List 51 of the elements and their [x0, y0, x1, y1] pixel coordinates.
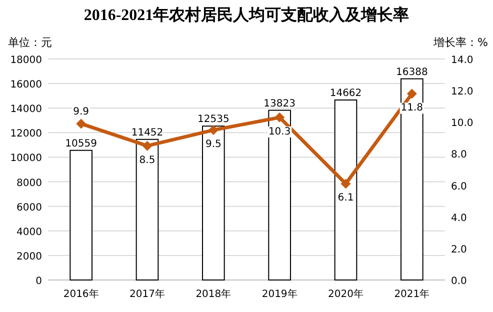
y-tick-label: 16000	[10, 80, 42, 91]
y2-tick-label: 2.0	[451, 244, 467, 256]
y-tick-label: 12000	[10, 128, 42, 140]
x-tick-label: 2017年	[130, 288, 165, 300]
y-tick-label: 8000	[16, 178, 42, 189]
data-label: 6.1	[338, 192, 354, 204]
y2-tick-label: 0.0	[451, 276, 467, 287]
bar	[400, 78, 424, 280]
y-tick-label: 2000	[16, 251, 42, 262]
y-tick-label: 6000	[16, 202, 42, 214]
y2-tick-label: 6.0	[451, 181, 467, 192]
bar	[268, 110, 291, 280]
x-tick-label: 2018年	[196, 288, 232, 300]
y-tick-label: 10000	[10, 153, 42, 164]
data-label: 10.3	[268, 126, 291, 138]
y2-tick-label: 4.0	[451, 212, 467, 224]
data-label: 9.9	[73, 106, 90, 118]
y2-tick-label: 10.0	[451, 118, 474, 130]
chart-title: 2016-2021年农村居民人均可支配收入及增长率	[84, 5, 410, 24]
x-tick-label: 2016年	[63, 288, 99, 300]
data-label: 11.8	[400, 102, 424, 114]
y2-axis-title: 增长率：%	[432, 36, 488, 49]
x-tick-label: 2020年	[328, 288, 364, 300]
data-label: 12535	[198, 114, 230, 126]
y2-tick-label: 12.0	[451, 86, 474, 98]
bar	[334, 99, 358, 280]
y2-tick-label: 14.0	[451, 55, 474, 66]
x-tick-label: 2019年	[262, 288, 298, 300]
data-label: 9.5	[205, 139, 222, 150]
data-label: 13823	[264, 98, 296, 110]
y-axis-title: 单位：元	[8, 36, 52, 49]
point	[76, 118, 86, 129]
point	[208, 125, 218, 136]
point	[274, 112, 285, 122]
y-tick-label: 18000	[10, 55, 42, 66]
point	[142, 140, 152, 151]
data-label: 16388	[396, 66, 428, 78]
data-label: 11452	[131, 127, 164, 138]
y-tick-label: 4000	[16, 226, 42, 238]
y-tick-label: 0	[36, 276, 42, 287]
y2-tick-label: 8.0	[451, 150, 467, 161]
bar	[136, 138, 159, 280]
bar	[70, 150, 92, 280]
x-tick-label: 2021年	[394, 288, 430, 300]
point	[340, 178, 351, 189]
data-label: 8.5	[139, 154, 156, 166]
y-tick-label: 14000	[10, 104, 42, 116]
bar	[202, 126, 225, 280]
point	[406, 88, 417, 99]
data-label: 14662	[330, 88, 362, 99]
data-label: 10559	[65, 138, 97, 150]
